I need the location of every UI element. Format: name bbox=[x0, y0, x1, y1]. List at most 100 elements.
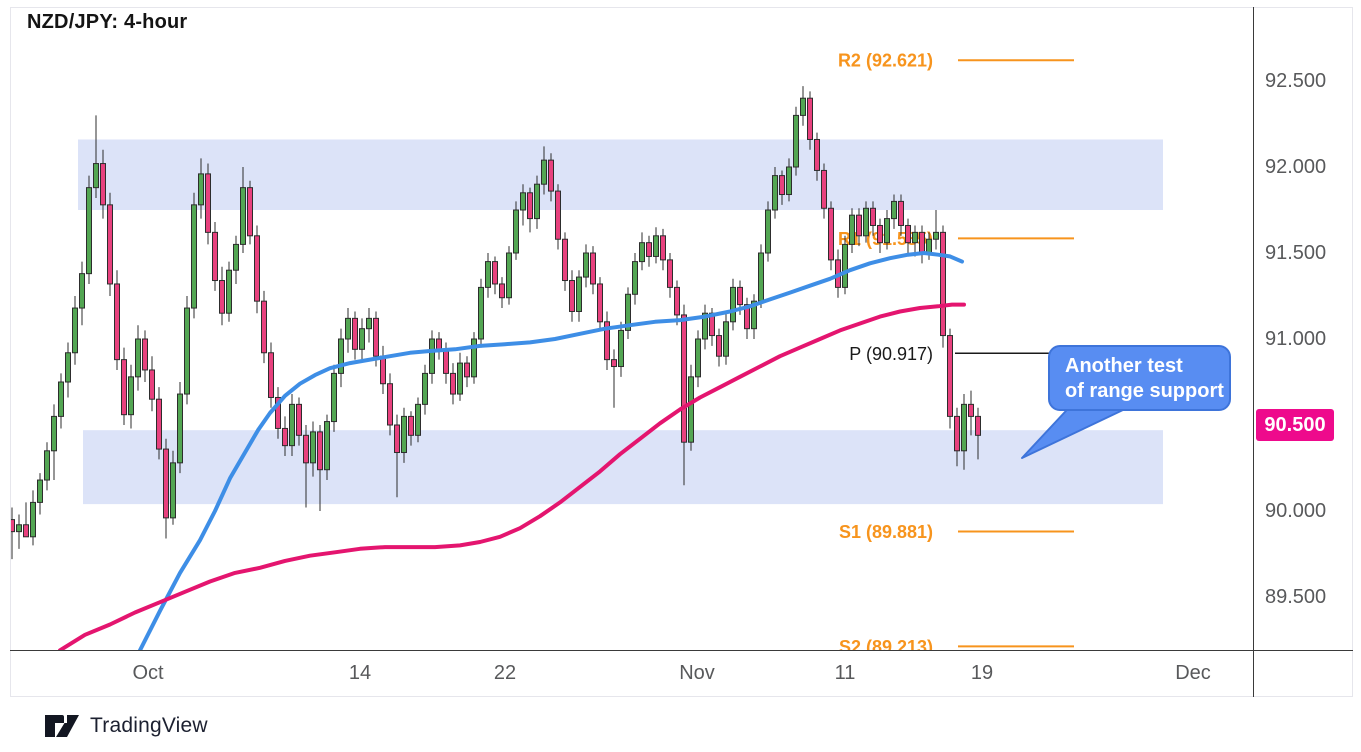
bear-candle bbox=[828, 207, 834, 261]
bear-candle bbox=[779, 175, 785, 196]
bear-candle bbox=[562, 238, 568, 282]
bear-candle bbox=[527, 192, 533, 220]
bull-candle bbox=[310, 431, 316, 464]
tradingview-logo-icon bbox=[45, 715, 79, 737]
bull-candle bbox=[688, 376, 694, 443]
bear-candle bbox=[975, 415, 981, 436]
time-tick-label: 22 bbox=[493, 662, 517, 684]
price-tick-label: 90.000 bbox=[1265, 500, 1327, 522]
annotation-line2: of range support bbox=[1065, 380, 1224, 402]
bear-candle bbox=[870, 207, 876, 226]
bear-candle bbox=[569, 280, 575, 312]
time-tick-label: Nov bbox=[679, 662, 715, 684]
bull-candle bbox=[583, 252, 589, 278]
time-tick-label: 11 bbox=[834, 662, 856, 684]
bull-candle bbox=[51, 415, 57, 452]
bear-candle bbox=[380, 355, 386, 385]
bear-candle bbox=[156, 398, 162, 450]
bear-candle bbox=[387, 383, 393, 426]
bear-candle bbox=[219, 280, 225, 314]
bear-candle bbox=[11, 519, 15, 533]
bear-candle bbox=[163, 448, 169, 519]
bear-candle bbox=[408, 415, 414, 436]
bear-candle bbox=[737, 286, 743, 306]
bear-candle bbox=[940, 231, 946, 337]
price-tick-label: 92.500 bbox=[1265, 70, 1327, 92]
chart-title: NZD/JPY: 4-hour bbox=[27, 11, 188, 33]
pivot-label-R2: R2 (92.621) bbox=[838, 51, 933, 71]
bear-candle bbox=[303, 434, 309, 464]
time-tick-label: Dec bbox=[1175, 662, 1211, 684]
bear-candle bbox=[394, 424, 400, 454]
bear-candle bbox=[149, 369, 155, 400]
bear-candle bbox=[555, 190, 561, 240]
bull-candle bbox=[632, 261, 638, 295]
bull-candle bbox=[37, 479, 43, 503]
bear-candle bbox=[905, 224, 911, 244]
bull-candle bbox=[758, 252, 764, 302]
bull-candle bbox=[177, 393, 183, 464]
bear-candle bbox=[814, 138, 820, 171]
bear-candle bbox=[611, 359, 617, 368]
bull-candle bbox=[730, 286, 736, 323]
bull-candle bbox=[765, 209, 771, 254]
bull-candle bbox=[401, 415, 407, 454]
bull-candle bbox=[184, 307, 190, 395]
bear-candle bbox=[499, 283, 505, 299]
bear-candle bbox=[877, 224, 883, 244]
bull-candle bbox=[30, 501, 36, 538]
pivot-label-P: P (90.917) bbox=[849, 344, 933, 364]
bull-candle bbox=[772, 175, 778, 211]
price-tick-label: 92.000 bbox=[1265, 156, 1327, 178]
bull-candle bbox=[933, 231, 939, 240]
bull-candle bbox=[625, 293, 631, 331]
bull-candle bbox=[653, 235, 659, 257]
bear-candle bbox=[716, 335, 722, 357]
price-axis[interactable]: 92.500 92.000 91.500 91.000 90.500 90.000 89.5… bbox=[1254, 7, 1353, 650]
bear-candle bbox=[464, 362, 470, 378]
plot-area: R2 (92.621)R1 (91.585)P (90.917)S1 (89.8… bbox=[11, 51, 1163, 650]
bear-candle bbox=[261, 300, 267, 354]
bull-candle bbox=[415, 403, 421, 436]
bear-candle bbox=[212, 231, 218, 282]
bull-candle bbox=[44, 450, 50, 481]
bull-candle bbox=[79, 273, 85, 309]
bear-candle bbox=[856, 214, 862, 237]
bear-candle bbox=[660, 235, 666, 261]
bull-candle bbox=[751, 300, 757, 330]
bear-candle bbox=[646, 242, 652, 257]
bull-candle bbox=[541, 159, 547, 185]
bull-candle bbox=[324, 421, 330, 471]
bull-candle bbox=[170, 462, 176, 519]
time-tick-label: 19 bbox=[970, 662, 994, 684]
bull-candle bbox=[786, 166, 792, 196]
annotation-line1: Another test bbox=[1065, 355, 1183, 377]
bull-candle bbox=[226, 269, 232, 314]
bull-candle bbox=[639, 242, 645, 263]
tradingview-attribution[interactable]: TradingView bbox=[44, 711, 208, 741]
time-axis[interactable]: Oct 14 22 Nov 11 19 Dec bbox=[10, 651, 1253, 697]
bull-candle bbox=[240, 187, 246, 245]
bear-candle bbox=[954, 415, 960, 452]
bull-candle bbox=[478, 286, 484, 340]
bull-candle bbox=[345, 317, 351, 340]
bear-candle bbox=[352, 317, 358, 350]
bear-candle bbox=[436, 338, 442, 350]
bear-candle bbox=[443, 348, 449, 374]
bear-candle bbox=[597, 283, 603, 323]
bear-candle bbox=[121, 359, 127, 416]
bear-candle bbox=[282, 427, 288, 447]
range-zone bbox=[83, 430, 1163, 505]
time-tick-label: Oct bbox=[132, 662, 164, 684]
bull-candle bbox=[331, 372, 337, 423]
bear-candle bbox=[317, 431, 323, 471]
price-tick-label: 91.500 bbox=[1265, 242, 1327, 264]
bear-candle bbox=[674, 286, 680, 316]
price-tick-label: 89.500 bbox=[1265, 586, 1327, 608]
bear-candle bbox=[548, 159, 554, 192]
bull-candle bbox=[800, 97, 806, 116]
bear-candle bbox=[275, 396, 281, 429]
bull-candle bbox=[618, 329, 624, 368]
annotation-callout[interactable]: Another test of range support bbox=[1048, 345, 1231, 411]
